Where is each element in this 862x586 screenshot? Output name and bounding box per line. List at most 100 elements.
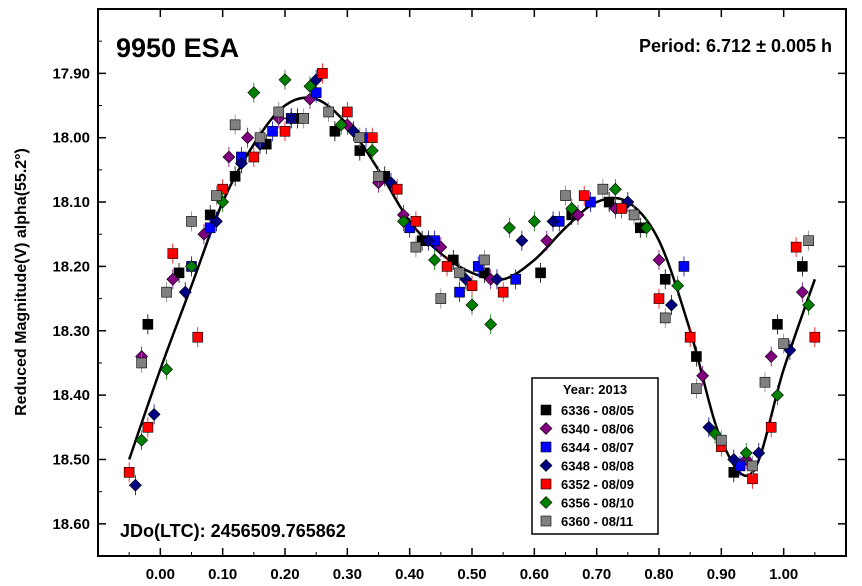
- data-point: [803, 235, 814, 246]
- data-point: [284, 111, 298, 125]
- data-point: [135, 433, 149, 447]
- legend-title: Year: 2013: [563, 382, 627, 397]
- data-point: [273, 106, 285, 118]
- data-point: [123, 467, 135, 478]
- legend-marker: [539, 422, 553, 435]
- data-point: [684, 331, 696, 343]
- data-point: [267, 125, 278, 137]
- data-point: [329, 125, 341, 137]
- data-point: [447, 254, 459, 266]
- data-point: [671, 279, 685, 293]
- data-point: [765, 421, 777, 433]
- data-point: [248, 151, 260, 163]
- data-point: [210, 214, 223, 228]
- x-tick-label: 0.60: [520, 566, 549, 583]
- data-point: [391, 183, 403, 195]
- data-point: [342, 106, 353, 118]
- axis-ticks: 0.00 0.10 0.20 0.30 0.40 0.50 0.60 0.70 0.80 0.90…: [52, 9, 846, 583]
- legend-marker: [539, 459, 553, 472]
- x-tick-label: 0.10: [208, 566, 237, 583]
- data-point: [560, 190, 571, 201]
- legend-marker: [540, 441, 552, 453]
- data-point: [303, 79, 317, 93]
- data-point: [222, 150, 236, 164]
- data-point: [608, 182, 622, 196]
- legend-entry-label: 6336 - 08/05: [561, 403, 634, 418]
- data-point: [515, 234, 529, 248]
- data-point: [527, 214, 541, 228]
- data-point: [323, 106, 334, 118]
- data-point: [565, 202, 579, 215]
- data-point: [454, 286, 465, 298]
- data-point: [421, 234, 435, 248]
- x-tick-label: 0.90: [707, 566, 736, 583]
- data-point: [334, 118, 348, 132]
- y-tick-label: 18.40: [52, 387, 90, 404]
- data-point: [397, 214, 410, 228]
- data-point: [484, 317, 498, 331]
- data-point: [185, 259, 198, 273]
- data-point: [147, 407, 161, 421]
- data-point: [234, 157, 248, 170]
- data-point: [790, 241, 802, 253]
- data-point: [160, 362, 173, 376]
- data-point: [628, 209, 640, 221]
- y-tick-label: 17.90: [52, 65, 90, 82]
- data-point: [759, 376, 771, 388]
- data-point: [772, 319, 783, 330]
- data-point: [747, 460, 758, 472]
- data-point: [428, 253, 442, 267]
- y-tick-label: 18.30: [52, 323, 90, 340]
- data-point: [247, 86, 261, 100]
- legend-marker: [539, 496, 553, 509]
- data-point: [702, 420, 716, 434]
- data-point: [167, 248, 179, 259]
- data-point: [136, 357, 147, 369]
- legend-entry-label: 6356 - 08/10: [561, 496, 634, 511]
- data-point: [410, 241, 422, 253]
- data-point: [778, 338, 789, 349]
- data-point: [597, 183, 609, 195]
- data-point: [161, 286, 172, 298]
- data-point: [354, 132, 366, 144]
- data-point: [204, 222, 216, 234]
- data-point: [665, 298, 678, 312]
- data-point: [795, 285, 809, 299]
- x-tick-label: 1.00: [769, 566, 798, 583]
- data-point: [678, 261, 690, 272]
- legend-entry-label: 6344 - 08/07: [561, 440, 634, 455]
- chart-title: 9950 ESA: [116, 33, 239, 63]
- data-point: [192, 331, 204, 343]
- data-point: [739, 446, 753, 460]
- data-point: [752, 446, 766, 460]
- data-point: [211, 190, 222, 201]
- data-point: [278, 73, 292, 87]
- data-point: [578, 190, 590, 201]
- legend-box: [531, 377, 659, 535]
- data-point: [540, 234, 554, 248]
- data-point: [696, 369, 710, 383]
- x-tick-label: 0.20: [270, 566, 299, 583]
- legend-entries: 6336 - 08/05 6340 - 08/06 6344 - 08/07 6348…: [539, 403, 634, 529]
- y-tick-label: 18.50: [52, 451, 90, 468]
- data-point: [571, 208, 585, 222]
- legend-entry-label: 6360 - 08/11: [561, 514, 633, 529]
- legend-entry-label: 6348 - 08/08: [561, 459, 634, 474]
- data-point: [298, 113, 310, 124]
- data-point: [802, 298, 816, 312]
- x-tick-label: 0.40: [395, 566, 424, 583]
- data-point: [585, 196, 596, 208]
- y-tick-label: 18.60: [52, 516, 90, 533]
- data-point: [716, 434, 727, 446]
- x-tick-label: 0.30: [333, 566, 362, 583]
- y-tick-label: 18.00: [52, 130, 90, 147]
- data-point: [616, 203, 627, 214]
- data-point: [546, 214, 560, 228]
- data-point: [727, 453, 741, 466]
- data-point: [365, 144, 379, 158]
- data-point: [809, 331, 821, 343]
- data-point: [764, 350, 778, 363]
- jd-label: JDo(LTC): 2456509.765862: [120, 521, 346, 541]
- data-point: [797, 261, 808, 272]
